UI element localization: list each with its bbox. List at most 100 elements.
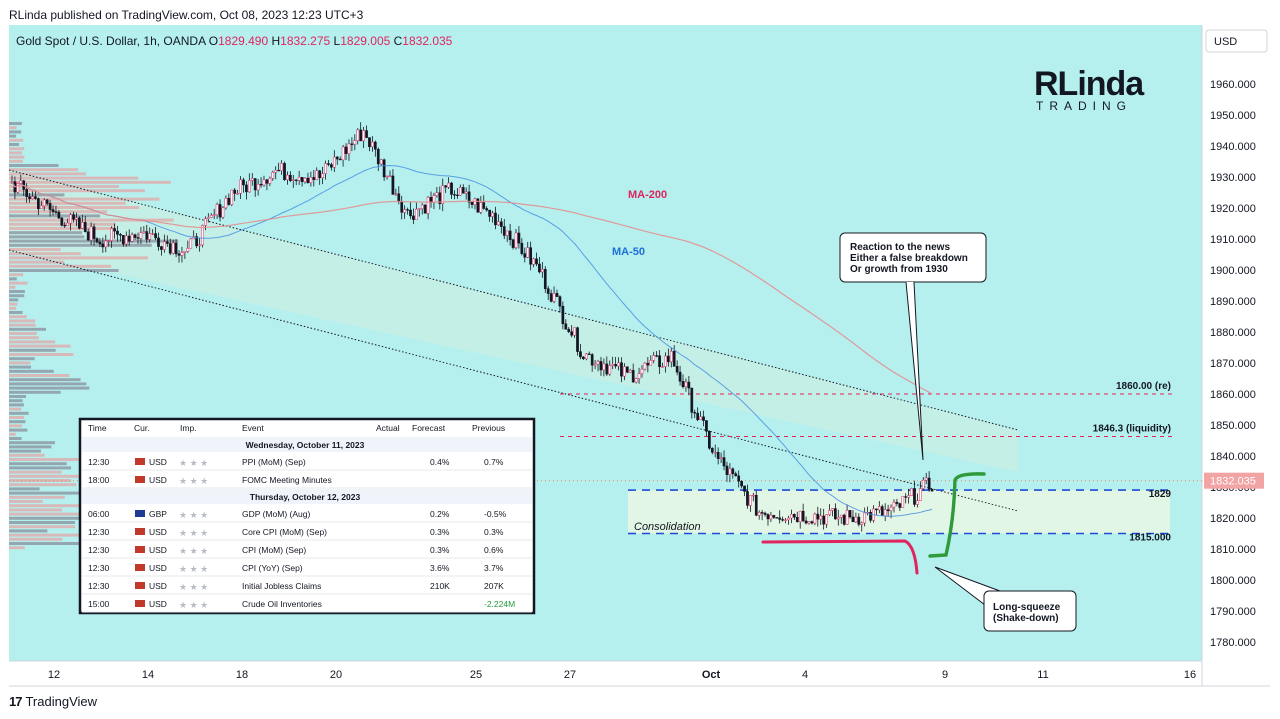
published-header: RLinda published on TradingView.com, Oct…: [9, 8, 364, 22]
ma50-line: [11, 164, 933, 518]
upper-trendline: [8, 169, 1019, 431]
flag-icon: [135, 582, 145, 589]
flag-icon: [135, 600, 145, 607]
x-tick-label: 27: [564, 669, 576, 681]
tradingview-logo-icon: 17: [9, 694, 23, 709]
calendar-event: FOMC Meeting Minutes: [242, 475, 332, 485]
instrument-legend-text: Gold Spot / U.S. Dollar, 1h, OANDA O1829…: [16, 34, 453, 48]
calendar-event: PPI (MoM) (Sep): [242, 457, 306, 467]
y-tick-label: 1900.000: [1210, 265, 1256, 277]
logo-line2: TRADING: [1036, 99, 1132, 113]
calendar-time: 12:30: [88, 527, 110, 537]
economic-calendar: Time Cur. Imp. Event Actual Forecast Previous W…: [78, 417, 536, 615]
calendar-currency: USD: [149, 475, 167, 485]
importance-stars-icon: ★ ★ ★: [179, 476, 208, 486]
calendar-previous: 0.3%: [484, 527, 504, 537]
calendar-currency: USD: [149, 599, 167, 609]
calendar-time: 15:00: [88, 599, 110, 609]
level-label-2: 1829: [1149, 489, 1172, 500]
y-tick-label: 1850.000: [1210, 420, 1256, 432]
y-tick-label: 1800.000: [1210, 575, 1256, 587]
calendar-date-row: Wednesday, October 11, 2023: [246, 440, 365, 450]
tradingview-brand-label: TradingView: [25, 694, 98, 709]
calendar-previous: 3.7%: [484, 563, 504, 573]
reaction-note-line-2: Or growth from 1930: [850, 264, 948, 275]
squeeze-note-line-0: Long-squeeze: [993, 602, 1061, 613]
calendar-previous: -2.224M: [484, 599, 515, 609]
flag-icon: [135, 528, 145, 535]
reaction-note-line-0: Reaction to the news: [850, 242, 950, 253]
calendar-currency: USD: [149, 457, 167, 467]
calendar-currency: GBP: [149, 509, 167, 519]
lower-trendline: [8, 249, 1019, 512]
tradingview-footer[interactable]: 17 TradingView: [9, 694, 97, 709]
calendar-event: CPI (MoM) (Sep): [242, 545, 306, 555]
calendar-time: 06:00: [88, 509, 110, 519]
squeeze-callout: Long-squeeze(Shake-down): [934, 566, 1077, 632]
flag-icon: [135, 458, 145, 465]
calendar-time: 18:00: [88, 475, 110, 485]
calendar-currency: USD: [149, 563, 167, 573]
y-tick-label: 1940.000: [1210, 141, 1256, 153]
importance-stars-icon: ★ ★ ★: [179, 528, 208, 538]
x-tick-label: 4: [802, 669, 808, 681]
y-tick-label: 1960.000: [1210, 79, 1256, 91]
calendar-forecast: 3.6%: [430, 563, 450, 573]
calendar-forecast: 210K: [430, 581, 450, 591]
currency-button[interactable]: USD: [1205, 29, 1268, 53]
candles: [10, 122, 934, 532]
x-tick-label: 12: [48, 669, 60, 681]
calendar-event: GDP (MoM) (Aug): [242, 509, 310, 519]
volume-profile: [9, 122, 179, 550]
level-label-1: 1846.3 (liquidity): [1093, 423, 1171, 434]
logo-line1: RLinda: [1034, 65, 1145, 103]
calendar-event: CPI (YoY) (Sep): [242, 563, 303, 573]
calendar-header: Actual: [376, 423, 400, 433]
calendar-header: Previous: [472, 423, 505, 433]
importance-stars-icon: ★ ★ ★: [179, 546, 208, 556]
reaction-note-line-1: Either a false breakdown: [850, 253, 968, 264]
level-label-3: 1815.000: [1129, 533, 1171, 544]
last-price-badge: [1204, 472, 1264, 489]
calendar-previous: -0.5%: [484, 509, 507, 519]
flag-icon: [135, 476, 145, 483]
ma50-label: MA-50: [612, 246, 645, 258]
calendar-time: 12:30: [88, 457, 110, 467]
calendar-time: 12:30: [88, 563, 110, 573]
channel-fill: [9, 170, 1018, 472]
y-tick-label: 1820.000: [1210, 513, 1256, 525]
calendar-event: Initial Jobless Claims: [242, 581, 321, 591]
currency-button-label: USD: [1214, 36, 1237, 48]
calendar-event: Core CPI (MoM) (Sep): [242, 527, 327, 537]
calendar-header: Cur.: [134, 423, 150, 433]
calendar-previous: 207K: [484, 581, 504, 591]
importance-stars-icon: ★ ★ ★: [179, 564, 208, 574]
y-tick-label: 1860.000: [1210, 389, 1256, 401]
y-tick-label: 1910.000: [1210, 234, 1256, 246]
instrument-legend: Gold Spot / U.S. Dollar, 1h, OANDA O1829…: [16, 34, 453, 48]
importance-stars-icon: ★ ★ ★: [179, 600, 208, 610]
calendar-date-row: Thursday, October 12, 2023: [250, 492, 361, 502]
y-tick-label: 1890.000: [1210, 296, 1256, 308]
ma200-label: MA-200: [628, 189, 667, 201]
y-tick-label: 1780.000: [1210, 637, 1256, 649]
calendar-forecast: 0.2%: [430, 509, 450, 519]
y-tick-label: 1790.000: [1210, 606, 1256, 618]
calendar-currency: USD: [149, 545, 167, 555]
y-tick-label: 1810.000: [1210, 544, 1256, 556]
importance-stars-icon: ★ ★ ★: [179, 582, 208, 592]
y-tick-label: 1950.000: [1210, 110, 1256, 122]
flag-icon: [135, 510, 145, 517]
calendar-header: Time: [88, 423, 107, 433]
green-growth-mark: [928, 472, 986, 558]
y-tick-label: 1840.000: [1210, 451, 1256, 463]
x-tick-label: Oct: [702, 669, 721, 681]
x-tick-label: 11: [1037, 669, 1048, 681]
x-tick-label: 18: [236, 669, 248, 681]
y-tick-label: 1920.000: [1210, 203, 1256, 215]
calendar-forecast: 0.3%: [430, 545, 450, 555]
calendar-header: Imp.: [180, 423, 197, 433]
